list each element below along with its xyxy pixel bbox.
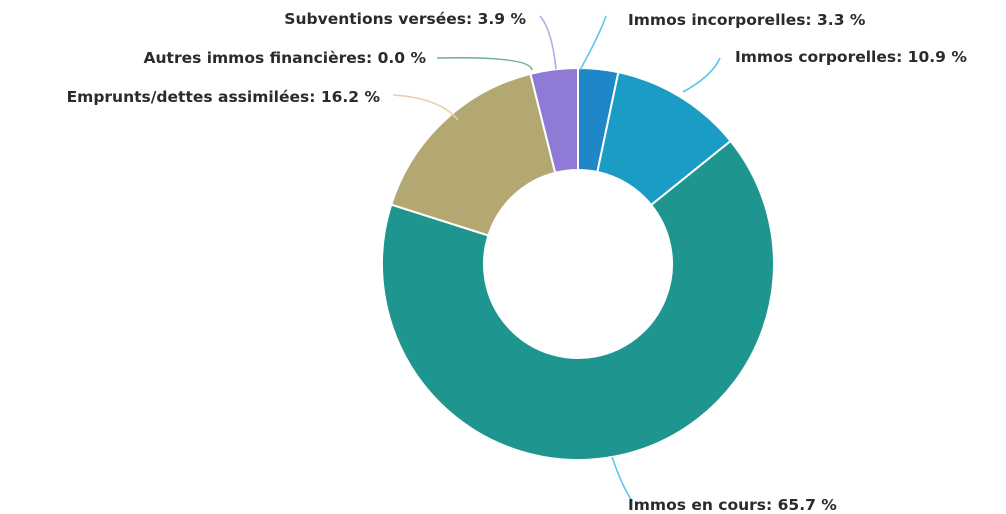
label-immos-en-cours: Immos en cours: 65.7 % xyxy=(628,496,837,514)
leader-line-emprunts-dettes-assimil-es xyxy=(392,94,459,121)
slice-labels: Immos incorporelles: 3.3 % Immos corporel… xyxy=(67,10,968,514)
label-autres-immos-financi-res: Autres immos financières: 0.0 % xyxy=(144,49,427,67)
label-immos-incorporelles: Immos incorporelles: 3.3 % xyxy=(628,11,866,29)
label-emprunts-dettes-assimil-es: Emprunts/dettes assimilées: 16.2 % xyxy=(67,88,381,106)
slice-subventions-vers-es[interactable] xyxy=(529,66,579,175)
leader-line-immos-en-cours xyxy=(611,456,633,502)
leader-line-subventions-vers-es xyxy=(539,15,557,70)
label-subventions-vers-es: Subventions versées: 3.9 % xyxy=(284,10,526,28)
leader-lines xyxy=(392,15,721,502)
leader-line-immos-incorporelles xyxy=(579,15,607,71)
donut-slices xyxy=(381,66,775,461)
slice-immos-en-cours[interactable] xyxy=(381,139,775,461)
leader-line-autres-immos-financi-res xyxy=(436,56,533,71)
label-immos-corporelles: Immos corporelles: 10.9 % xyxy=(735,48,967,66)
slice-emprunts-dettes-assimil-es[interactable] xyxy=(389,72,557,237)
leader-line-immos-corporelles xyxy=(682,57,721,93)
